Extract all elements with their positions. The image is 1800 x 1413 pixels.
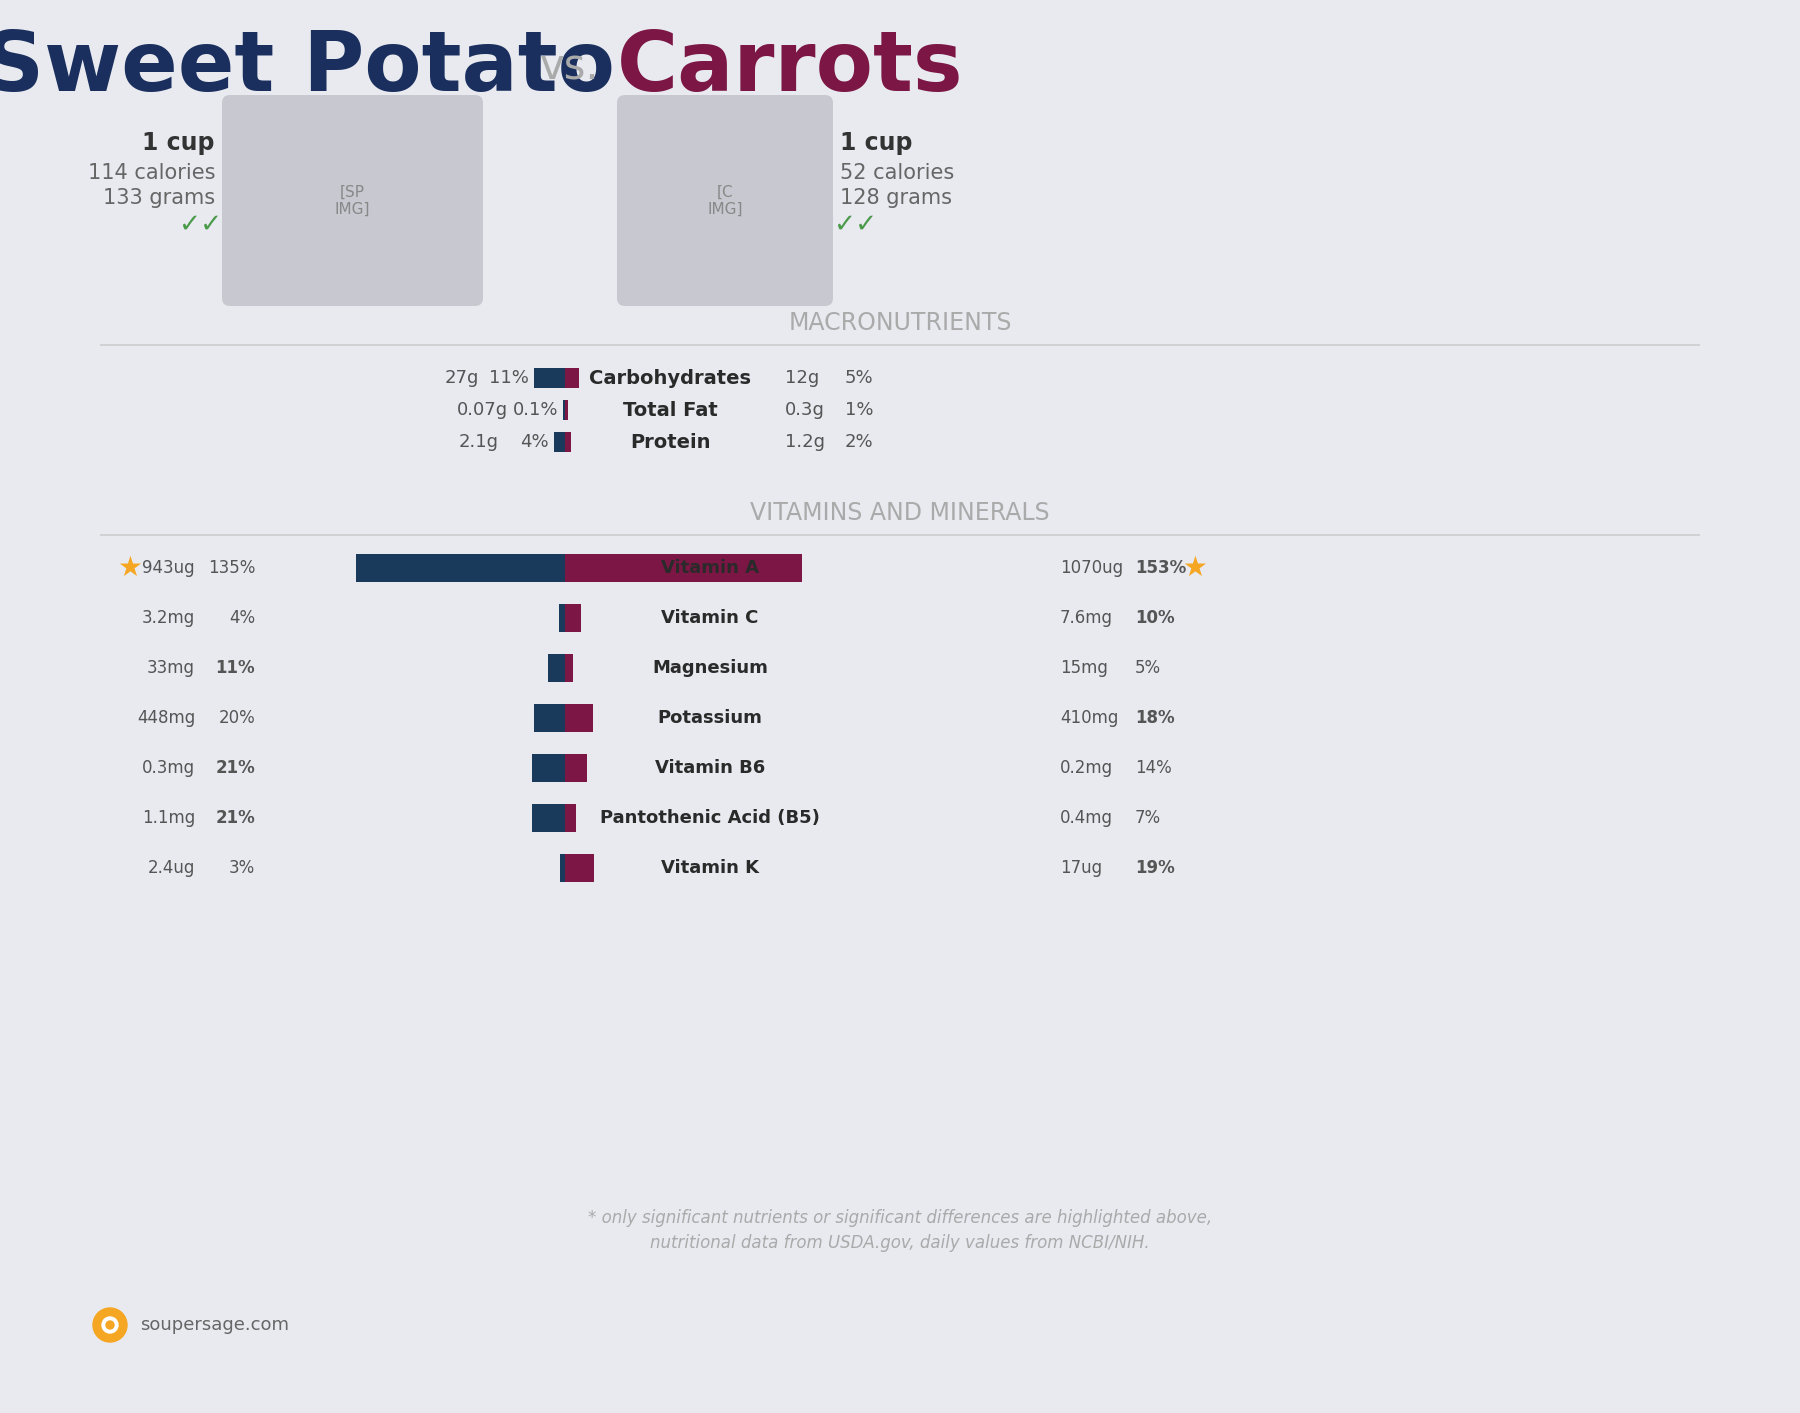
Bar (565, 804, 576, 832)
Text: 0.4mg: 0.4mg (1060, 810, 1112, 827)
Bar (535, 367, 565, 389)
Text: 0.07g: 0.07g (457, 401, 508, 420)
Text: Sweet Potato: Sweet Potato (0, 27, 616, 109)
Text: 5%: 5% (1136, 658, 1161, 677)
Text: 27g: 27g (445, 369, 479, 387)
Text: 11%: 11% (216, 658, 256, 677)
Bar (560, 853, 565, 882)
Text: 4%: 4% (520, 432, 549, 451)
Text: 7.6mg: 7.6mg (1060, 609, 1112, 627)
Text: 3%: 3% (229, 859, 256, 877)
Bar (565, 755, 587, 781)
Text: 0.3g: 0.3g (785, 401, 824, 420)
Text: nutritional data from USDA.gov, daily values from NCBI/NIH.: nutritional data from USDA.gov, daily va… (650, 1234, 1150, 1252)
Text: Magnesium: Magnesium (652, 658, 769, 677)
Bar (565, 554, 803, 582)
Bar (535, 704, 565, 732)
Text: Vitamin A: Vitamin A (661, 560, 760, 577)
Text: 20%: 20% (218, 709, 256, 728)
Text: 2.4ug: 2.4ug (148, 859, 194, 877)
Bar (565, 654, 572, 682)
Text: 11%: 11% (490, 369, 529, 387)
Text: 153%: 153% (1136, 560, 1186, 577)
Text: [C
IMG]: [C IMG] (707, 185, 743, 218)
Text: 15mg: 15mg (1060, 658, 1107, 677)
Text: 1 cup: 1 cup (142, 131, 214, 155)
Text: 133 grams: 133 grams (103, 188, 214, 208)
Text: 2%: 2% (844, 432, 873, 451)
Bar (565, 603, 580, 632)
Text: 128 grams: 128 grams (841, 188, 952, 208)
Text: 5%: 5% (844, 369, 873, 387)
Text: 943ug: 943ug (142, 560, 194, 577)
Text: 19%: 19% (1136, 859, 1175, 877)
Bar (565, 432, 571, 452)
Text: ✓✓: ✓✓ (178, 212, 221, 237)
Text: Pantothenic Acid (B5): Pantothenic Acid (B5) (599, 810, 821, 827)
Text: Potassium: Potassium (657, 709, 763, 728)
Text: 4%: 4% (229, 609, 256, 627)
Text: 10%: 10% (1136, 609, 1175, 627)
Bar (533, 755, 565, 781)
Bar (533, 804, 565, 832)
Text: ★: ★ (117, 554, 142, 582)
Text: Carbohydrates: Carbohydrates (589, 369, 751, 387)
Text: 0.2mg: 0.2mg (1060, 759, 1112, 777)
Text: 12g: 12g (785, 369, 819, 387)
Text: 2.1g: 2.1g (459, 432, 499, 451)
Text: 448mg: 448mg (137, 709, 194, 728)
Text: * only significant nutrients or significant differences are highlighted above,: * only significant nutrients or signific… (589, 1210, 1211, 1226)
Text: 1.1mg: 1.1mg (142, 810, 194, 827)
Text: 1.2g: 1.2g (785, 432, 824, 451)
Bar (554, 432, 565, 452)
Text: 0.1%: 0.1% (513, 401, 558, 420)
Bar (565, 853, 594, 882)
Text: 410mg: 410mg (1060, 709, 1118, 728)
Text: 7%: 7% (1136, 810, 1161, 827)
Text: Vitamin K: Vitamin K (661, 859, 760, 877)
Text: ★: ★ (1183, 554, 1208, 582)
Bar (563, 400, 565, 420)
Text: Vitamin C: Vitamin C (661, 609, 758, 627)
Circle shape (106, 1321, 113, 1330)
Text: vs.: vs. (540, 47, 599, 89)
Text: 0.3mg: 0.3mg (142, 759, 194, 777)
Bar (565, 704, 592, 732)
Text: VITAMINS AND MINERALS: VITAMINS AND MINERALS (751, 502, 1049, 526)
Text: 52 calories: 52 calories (841, 162, 954, 184)
Text: 1%: 1% (844, 401, 873, 420)
Bar (565, 367, 580, 389)
Text: 21%: 21% (216, 759, 256, 777)
Text: MACRONUTRIENTS: MACRONUTRIENTS (788, 311, 1012, 335)
Text: Total Fat: Total Fat (623, 400, 718, 420)
Text: Carrots: Carrots (617, 27, 963, 109)
Text: Protein: Protein (630, 432, 711, 452)
Text: 21%: 21% (216, 810, 256, 827)
Bar (565, 400, 567, 420)
Text: 3.2mg: 3.2mg (142, 609, 194, 627)
Text: 1 cup: 1 cup (841, 131, 913, 155)
Bar (558, 603, 565, 632)
FancyBboxPatch shape (221, 95, 482, 307)
Text: [SP
IMG]: [SP IMG] (335, 185, 369, 218)
Text: Vitamin B6: Vitamin B6 (655, 759, 765, 777)
Text: 17ug: 17ug (1060, 859, 1102, 877)
Circle shape (94, 1308, 128, 1342)
Text: soupersage.com: soupersage.com (140, 1316, 290, 1334)
Text: ✓✓: ✓✓ (833, 212, 877, 237)
Text: 135%: 135% (207, 560, 256, 577)
Text: 14%: 14% (1136, 759, 1172, 777)
Bar (547, 654, 565, 682)
FancyBboxPatch shape (617, 95, 833, 307)
Text: 1070ug: 1070ug (1060, 560, 1123, 577)
Text: 18%: 18% (1136, 709, 1175, 728)
Bar (356, 554, 565, 582)
Circle shape (103, 1317, 119, 1332)
Text: 114 calories: 114 calories (88, 162, 214, 184)
Text: 33mg: 33mg (148, 658, 194, 677)
